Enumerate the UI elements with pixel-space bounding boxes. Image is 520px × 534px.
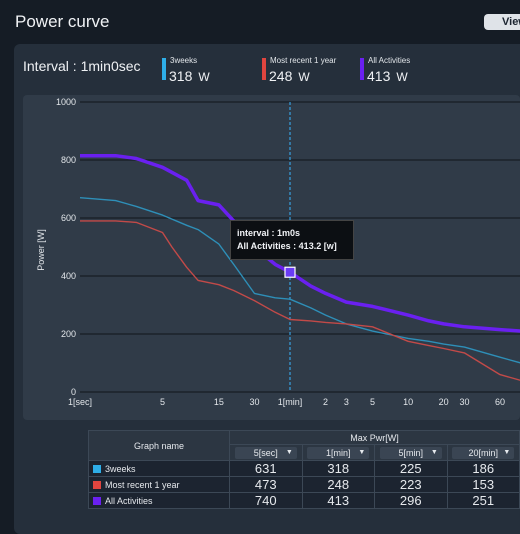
cursor-marker	[284, 266, 296, 278]
chevron-down-icon: ▼	[285, 448, 293, 456]
x-tick-label: 1[sec]	[68, 397, 92, 407]
x-tick-label: 20	[439, 397, 449, 407]
table-row: All Activities 740 413 296 251	[88, 492, 520, 509]
col-5min-select[interactable]: 5[min] ▼	[379, 446, 442, 459]
y-tick-label: 1000	[56, 97, 76, 107]
y-tick-label: 800	[61, 155, 76, 165]
summary-value: 248 W	[269, 68, 310, 84]
interval-label: Interval :	[23, 58, 77, 74]
power-curve-chart[interactable]: 0 200 400 600 800 1000 1[sec] 5 15 30 1[min] 2 3 5 10…	[0, 0, 520, 520]
col-group-max-power: Max Pwr[W]	[229, 430, 520, 445]
x-tick-label: 30	[249, 397, 259, 407]
summary-value: 413 W	[367, 68, 408, 84]
summary-name: All Activities	[368, 56, 411, 65]
series-line-3weeks	[79, 197, 520, 364]
row-name: All Activities	[88, 492, 230, 509]
row-name: Most recent 1 year	[88, 476, 230, 493]
cell: 318	[301, 460, 375, 477]
x-tick-label: 30	[459, 397, 469, 407]
col-1min-select[interactable]: 1[min] ▼	[307, 446, 370, 459]
x-axis-ticks: 1[sec] 5 15 30 1[min] 2 3 5 10 20 30 60	[68, 397, 505, 407]
cell: 473	[229, 476, 303, 493]
table-row: 3weeks 631 318 225 186	[88, 460, 520, 477]
row-swatch	[93, 496, 101, 505]
cell: 186	[446, 460, 520, 477]
y-axis-label: Power [W]	[36, 229, 46, 271]
x-tick-label: 15	[214, 397, 224, 407]
y-tick-label: 600	[61, 213, 76, 223]
x-tick-label: 5	[370, 397, 375, 407]
y-tick-label: 200	[61, 329, 76, 339]
summary-name: 3weeks	[170, 56, 198, 65]
y-tick-label: 0	[71, 387, 76, 397]
x-tick-label: 1[min]	[278, 397, 303, 407]
row-name: 3weeks	[88, 460, 230, 477]
y-axis-ticks: 0 200 400 600 800 1000	[56, 97, 76, 397]
x-tick-label: 5	[160, 397, 165, 407]
page-title: Power curve	[15, 12, 110, 31]
interval-readout: Interval : 1min0sec	[23, 58, 141, 74]
interval-value: 1min0sec	[80, 58, 141, 74]
col-20min: 20[min] ▼	[446, 444, 520, 461]
cell: 740	[229, 492, 303, 509]
series-line-most-recent-1-year	[80, 220, 520, 381]
summary-swatch	[360, 58, 364, 80]
cell: 251	[446, 492, 520, 509]
col-graph-name: Graph name	[88, 430, 230, 461]
cell: 225	[374, 460, 448, 477]
chart-series	[79, 153, 520, 381]
chart-tooltip: interval : 1m0s All Activities : 413.2 […	[230, 220, 354, 260]
max-power-table: Graph name Max Pwr[W] 5[sec] ▼ 1[min] ▼ 5[…	[88, 430, 520, 510]
col-5sec-select[interactable]: 5[sec] ▼	[234, 446, 297, 459]
x-tick-label: 10	[403, 397, 413, 407]
chevron-down-icon: ▼	[358, 448, 366, 456]
tooltip-interval: interval : 1m0s	[237, 228, 301, 238]
col-1min: 1[min] ▼	[301, 444, 375, 461]
summary-swatch	[262, 58, 266, 80]
cell: 413	[301, 492, 375, 509]
chart-grid	[80, 101, 520, 393]
chevron-down-icon: ▼	[430, 448, 438, 456]
view-button[interactable]: View	[484, 14, 520, 30]
row-swatch	[93, 464, 101, 473]
table-row: Most recent 1 year 473 248 223 153	[88, 476, 520, 493]
summary-swatch	[162, 58, 166, 80]
cell: 153	[446, 476, 520, 493]
col-5sec: 5[sec] ▼	[229, 444, 303, 461]
col-5min: 5[min] ▼	[374, 444, 448, 461]
row-swatch	[93, 480, 101, 489]
col-20min-select[interactable]: 20[min] ▼	[452, 446, 515, 459]
chevron-down-icon: ▼	[503, 448, 511, 456]
x-tick-label: 2	[323, 397, 328, 407]
cell: 248	[301, 476, 375, 493]
cell: 296	[374, 492, 448, 509]
cell: 223	[374, 476, 448, 493]
x-tick-label: 60	[495, 397, 505, 407]
cell: 631	[229, 460, 303, 477]
y-tick-label: 400	[61, 271, 76, 281]
summary-name: Most recent 1 year	[270, 56, 337, 65]
summary-value: 318 W	[169, 68, 210, 84]
x-tick-label: 3	[344, 397, 349, 407]
tooltip-value: All Activities : 413.2 [w]	[237, 241, 337, 251]
